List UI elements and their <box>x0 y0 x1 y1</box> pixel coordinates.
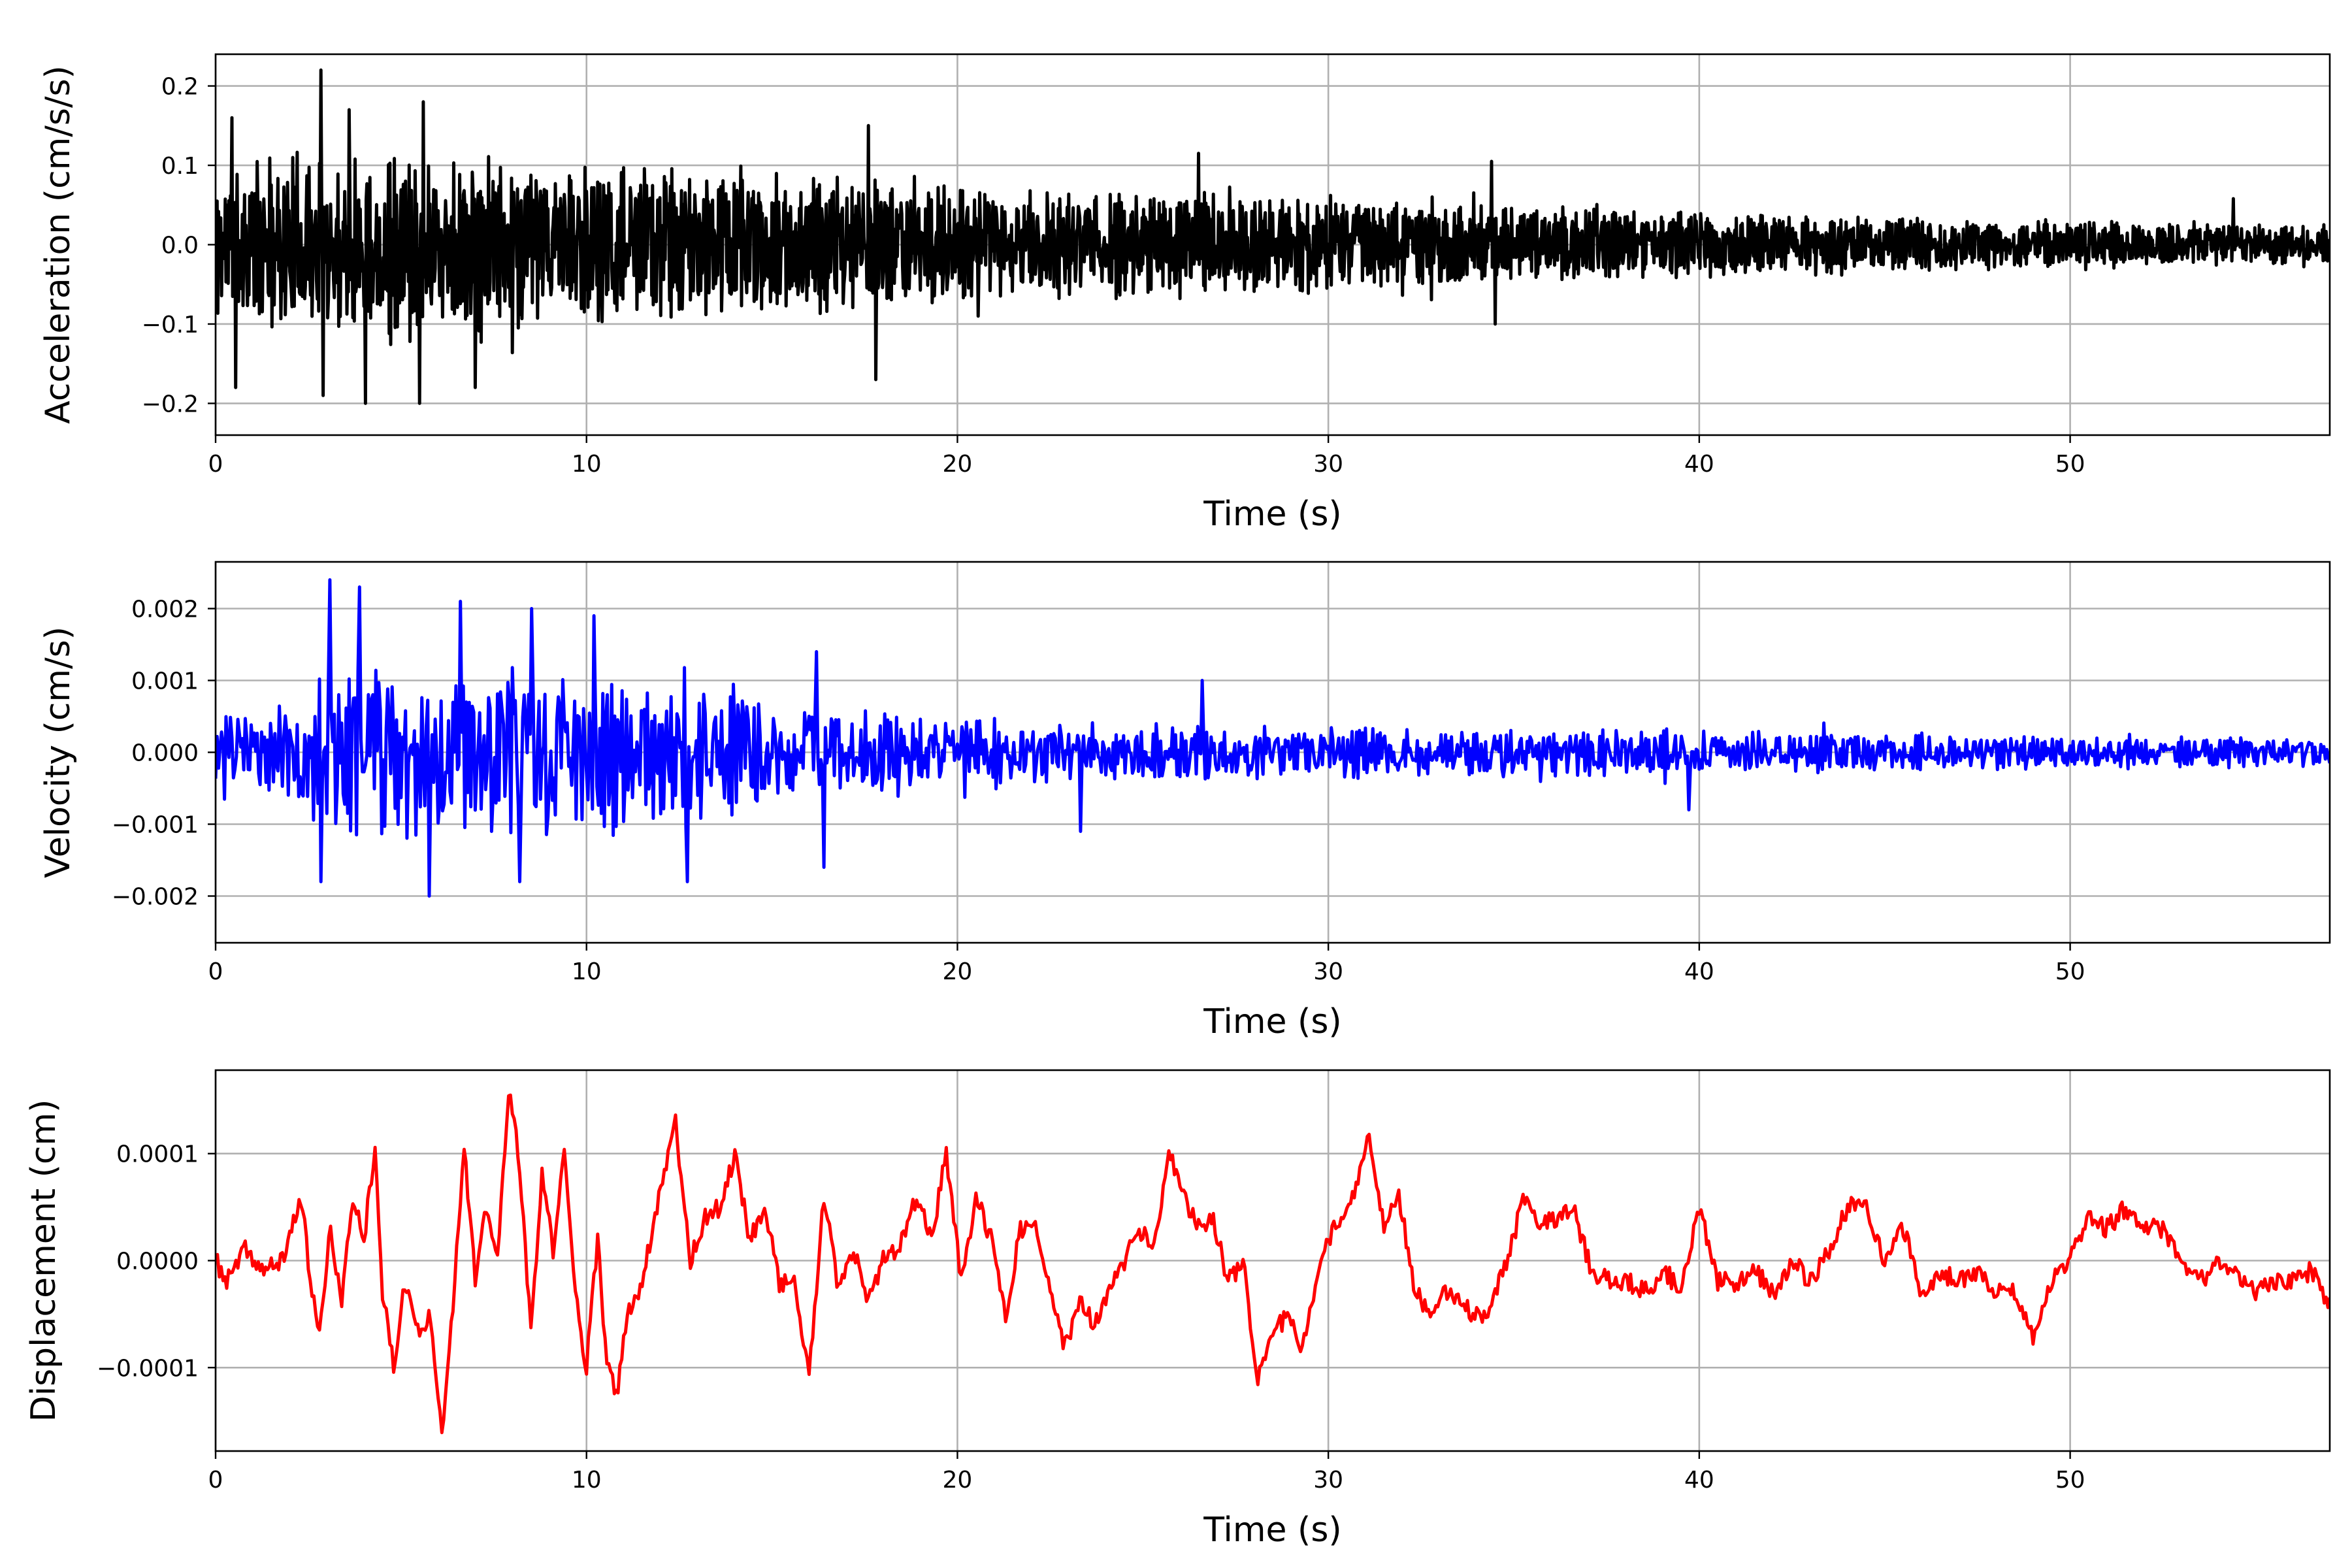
acceleration-x-tick-label-4: 40 <box>1684 451 1714 478</box>
acceleration-x-axis-label: Time (s) <box>1203 495 1341 534</box>
acceleration-y-tick-label-3: 0.1 <box>161 153 199 180</box>
acceleration-trace-group <box>216 68 2330 405</box>
velocity-x-tick-label-0: 0 <box>208 958 223 985</box>
displacement-y-tick-label-0: −0.0001 <box>97 1355 199 1382</box>
velocity-y-tick-label-4: 0.002 <box>131 596 199 623</box>
velocity-x-tick-label-2: 20 <box>943 958 973 985</box>
acceleration-x-tick-label-0: 0 <box>208 451 223 478</box>
displacement-trace-line <box>216 1093 2330 1435</box>
velocity-x-axis-label: Time (s) <box>1203 1002 1341 1041</box>
acceleration-y-tick-label-2: 0.0 <box>161 233 199 259</box>
acceleration-y-ticks: −0.2 −0.1 0.0 0.1 0.2 <box>142 74 216 417</box>
displacement-y-ticks: −0.0001 0.0000 0.0001 <box>97 1141 216 1382</box>
acceleration-y-axis-label: Acceleration (cm/s/s) <box>39 65 78 424</box>
velocity-x-tick-label-4: 40 <box>1684 958 1714 985</box>
acceleration-x-tick-label-1: 10 <box>572 451 602 478</box>
displacement-x-ticks: 0 10 20 30 40 50 <box>208 1451 2085 1494</box>
displacement-y-tick-label-2: 0.0001 <box>116 1141 199 1168</box>
acceleration-x-tick-label-2: 20 <box>943 451 973 478</box>
displacement-x-tick-label-0: 0 <box>208 1467 223 1494</box>
acceleration-trace-line <box>216 68 2330 405</box>
displacement-x-tick-label-3: 30 <box>1313 1467 1343 1494</box>
velocity-x-tick-label-1: 10 <box>572 958 602 985</box>
acceleration-y-tick-label-4: 0.2 <box>161 74 199 101</box>
velocity-y-tick-label-1: −0.001 <box>112 812 199 839</box>
displacement-panel: 0 10 20 30 40 50 −0.0001 0.0000 0.0001 Time (s)… <box>24 1069 2331 1550</box>
velocity-trace-group <box>216 578 2330 898</box>
displacement-grid <box>214 1070 2330 1451</box>
velocity-x-tick-label-5: 50 <box>2055 958 2085 985</box>
acceleration-x-tick-label-5: 50 <box>2055 451 2085 478</box>
velocity-panel: 0 10 20 30 40 50 −0.002−0.0010.0000.0010.002 … <box>39 561 2331 1041</box>
acceleration-panel: 0 10 20 30 40 50 −0.2 −0.1 0.0 0.1 0.2 Time (s) A… <box>39 53 2331 534</box>
velocity-y-tick-label-2: 0.000 <box>131 740 199 767</box>
displacement-x-tick-label-2: 20 <box>943 1467 973 1494</box>
acceleration-x-tick-label-3: 30 <box>1313 451 1343 478</box>
velocity-y-ticks: −0.002 −0.001 0.000 0.001 0.002 <box>112 596 216 911</box>
velocity-y-axis-label: Velocity (cm/s) <box>39 627 78 878</box>
displacement-x-tick-label-5: 50 <box>2055 1467 2085 1494</box>
displacement-trace-group <box>216 1093 2330 1435</box>
displacement-x-axis-label: Time (s) <box>1203 1511 1341 1550</box>
velocity-x-tick-label-3: 30 <box>1313 958 1343 985</box>
velocity-y-tick-label-0: −0.002 <box>112 884 199 911</box>
displacement-y-axis-label: Displacement (cm) <box>24 1100 63 1422</box>
velocity-y-tick-label-3: 0.001 <box>131 668 199 695</box>
displacement-x-tick-label-4: 40 <box>1684 1467 1714 1494</box>
acceleration-x-ticks: 0 10 20 30 40 50 <box>208 435 2085 478</box>
acceleration-y-tick-label-1: −0.1 <box>142 312 199 338</box>
displacement-x-tick-label-1: 10 <box>572 1467 602 1494</box>
displacement-y-tick-label-1: 0.0000 <box>116 1249 199 1275</box>
velocity-x-ticks: 0 10 20 30 40 50 <box>208 943 2085 985</box>
velocity-trace-line <box>216 578 2330 898</box>
acceleration-y-tick-label-0: −0.2 <box>142 391 199 417</box>
